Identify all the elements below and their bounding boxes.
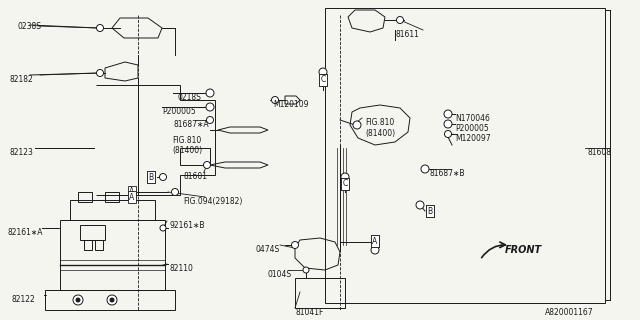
- Circle shape: [397, 17, 403, 23]
- Circle shape: [421, 165, 429, 173]
- Bar: [325, 8, 605, 303]
- Text: M120109: M120109: [273, 100, 308, 109]
- Text: 82123: 82123: [10, 148, 34, 157]
- Text: A: A: [129, 193, 134, 202]
- Text: FRONT: FRONT: [505, 245, 542, 255]
- Circle shape: [97, 69, 104, 76]
- Text: 82110: 82110: [170, 264, 194, 273]
- Circle shape: [319, 68, 327, 76]
- Bar: [95, 240, 103, 250]
- Circle shape: [371, 246, 379, 254]
- Circle shape: [97, 25, 104, 31]
- Circle shape: [444, 120, 452, 128]
- Bar: [78, 192, 92, 202]
- Text: C: C: [321, 76, 326, 84]
- Text: FIG.094(29182): FIG.094(29182): [183, 197, 243, 206]
- Text: (81400): (81400): [365, 129, 395, 138]
- Text: 0238S: 0238S: [18, 22, 42, 31]
- Circle shape: [159, 173, 166, 180]
- Text: N170046: N170046: [455, 114, 490, 123]
- Circle shape: [291, 242, 298, 249]
- Text: A820001167: A820001167: [545, 308, 594, 317]
- Text: 82182: 82182: [10, 75, 34, 84]
- Text: (81400): (81400): [172, 146, 202, 155]
- Circle shape: [444, 110, 452, 118]
- Circle shape: [416, 201, 424, 209]
- Text: M120097: M120097: [455, 134, 491, 143]
- Text: 82122: 82122: [12, 295, 36, 304]
- Text: A: A: [129, 188, 134, 196]
- Text: FIG.810: FIG.810: [365, 118, 394, 127]
- Text: 81601: 81601: [184, 172, 208, 181]
- Circle shape: [206, 103, 214, 111]
- Circle shape: [172, 188, 179, 196]
- Circle shape: [204, 162, 211, 169]
- Text: 0104S: 0104S: [268, 270, 292, 279]
- Bar: [60, 220, 165, 290]
- Text: 81687∗A: 81687∗A: [174, 120, 210, 129]
- Text: FIG.810: FIG.810: [172, 136, 201, 145]
- Circle shape: [73, 295, 83, 305]
- Text: 0218S: 0218S: [178, 93, 202, 102]
- Text: C: C: [342, 180, 348, 188]
- Text: P200005: P200005: [455, 124, 489, 133]
- Text: B: B: [428, 206, 433, 215]
- Bar: [80, 225, 105, 240]
- Circle shape: [76, 298, 80, 302]
- Text: 82161∗A: 82161∗A: [8, 228, 44, 237]
- Circle shape: [353, 121, 361, 129]
- Circle shape: [207, 116, 214, 124]
- Bar: [84, 240, 92, 250]
- Circle shape: [341, 173, 349, 181]
- Text: B: B: [148, 172, 154, 181]
- Text: C: C: [321, 76, 326, 84]
- Text: A: A: [372, 236, 378, 245]
- Bar: [45, 290, 175, 310]
- Circle shape: [110, 298, 114, 302]
- Text: 81687∗B: 81687∗B: [430, 169, 465, 178]
- Circle shape: [445, 131, 451, 138]
- Text: C: C: [342, 180, 348, 188]
- Text: B: B: [148, 172, 154, 181]
- Text: B: B: [428, 206, 433, 215]
- Bar: [295, 278, 345, 308]
- Text: P200005: P200005: [162, 107, 196, 116]
- Bar: [70, 200, 155, 220]
- Text: A: A: [372, 236, 378, 245]
- Text: 81041F: 81041F: [295, 308, 323, 317]
- Bar: [105, 192, 119, 202]
- Text: 81608: 81608: [587, 148, 611, 157]
- Text: 0474S: 0474S: [255, 245, 279, 254]
- Circle shape: [160, 225, 166, 231]
- Text: 92161∗B: 92161∗B: [170, 221, 205, 230]
- Circle shape: [107, 295, 117, 305]
- Text: 81611: 81611: [395, 30, 419, 39]
- Circle shape: [303, 267, 309, 273]
- Circle shape: [206, 89, 214, 97]
- Circle shape: [271, 97, 278, 103]
